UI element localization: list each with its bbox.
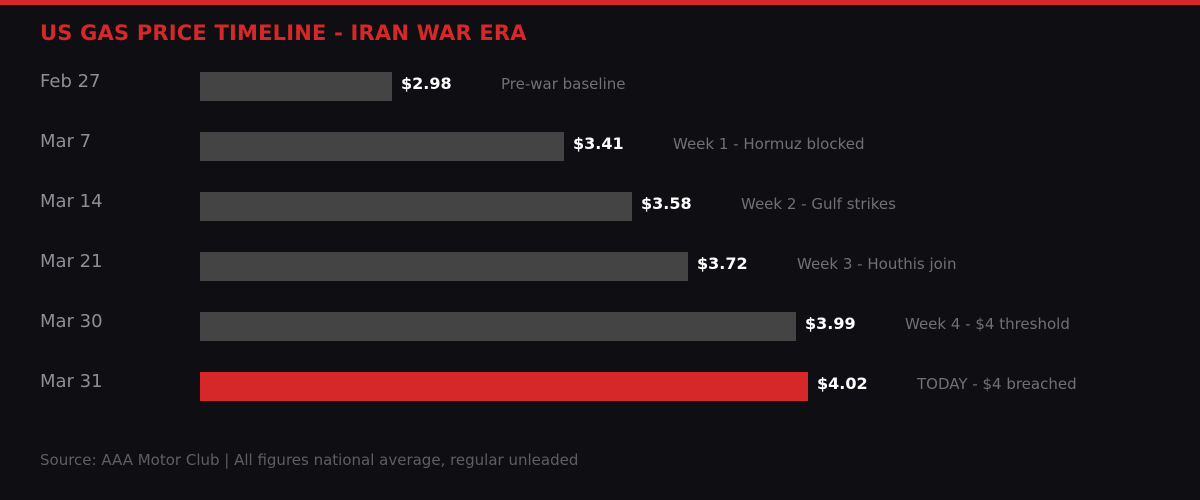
- value-label: $3.72: [697, 254, 748, 273]
- value-label: $2.98: [401, 74, 452, 93]
- value-label: $3.99: [805, 314, 856, 333]
- value-label: $3.41: [573, 134, 624, 153]
- bar-row: Mar 30 $3.99 Week 4 - $4 threshold: [0, 311, 1200, 342]
- source-note: Source: AAA Motor Club | All figures nat…: [40, 451, 579, 469]
- bar-row: Mar 14 $3.58 Week 2 - Gulf strikes: [0, 191, 1200, 222]
- bar-row: Mar 7 $3.41 Week 1 - Hormuz blocked: [0, 131, 1200, 162]
- bar-row: Feb 27 $2.98 Pre-war baseline: [0, 71, 1200, 102]
- category-label: Mar 7: [40, 131, 92, 152]
- annotation-label: TODAY - $4 breached: [917, 375, 1077, 393]
- top-accent-bar: [0, 0, 1200, 5]
- chart-title: US GAS PRICE TIMELINE - IRAN WAR ERA: [40, 21, 527, 45]
- value-label: $3.58: [641, 194, 692, 213]
- annotation-label: Week 4 - $4 threshold: [905, 315, 1070, 333]
- bar: [200, 72, 392, 101]
- bar: [200, 252, 688, 281]
- category-label: Feb 27: [40, 71, 101, 92]
- annotation-label: Week 2 - Gulf strikes: [741, 195, 896, 213]
- value-label: $4.02: [817, 374, 868, 393]
- bar: [200, 312, 796, 341]
- category-label: Mar 30: [40, 311, 103, 332]
- bar: [200, 192, 632, 221]
- category-label: Mar 21: [40, 251, 103, 272]
- annotation-label: Week 1 - Hormuz blocked: [673, 135, 865, 153]
- bar: [200, 132, 564, 161]
- bar-row: Mar 31 $4.02 TODAY - $4 breached: [0, 371, 1200, 402]
- bar: [200, 372, 808, 401]
- category-label: Mar 31: [40, 371, 103, 392]
- annotation-label: Week 3 - Houthis join: [797, 255, 957, 273]
- annotation-label: Pre-war baseline: [501, 75, 626, 93]
- bar-row: Mar 21 $3.72 Week 3 - Houthis join: [0, 251, 1200, 282]
- category-label: Mar 14: [40, 191, 103, 212]
